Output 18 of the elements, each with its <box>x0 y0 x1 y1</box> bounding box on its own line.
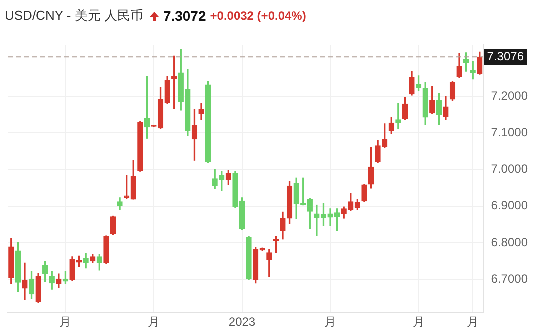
ref-line-label: 7.3076 <box>487 49 524 64</box>
candlestick <box>22 262 28 300</box>
x-tick-label: 月 <box>467 315 480 330</box>
y-tick-label: 7.2000 <box>491 88 528 103</box>
y-tick-label: 7.1000 <box>491 125 528 140</box>
text: +0.0032 (+0.04%) <box>210 9 306 23</box>
y-tick-label: 7.0000 <box>491 162 528 176</box>
y-tick-label: 6.8000 <box>491 235 528 250</box>
y-tick-label: 6.7000 <box>491 272 528 286</box>
chart-title: USD/CNY - 美元 人民币 <box>5 7 144 25</box>
y-tick-label: 6.9000 <box>491 198 528 213</box>
x-tick-label: 2023 <box>228 315 256 330</box>
chart-subtitle: 7.3072 <box>163 8 206 24</box>
x-tick-label: 月 <box>148 315 160 330</box>
x-tick-label: 月 <box>412 315 425 330</box>
candlestick <box>396 103 402 130</box>
x-tick-label: 月 <box>324 315 337 330</box>
x-tick-label: 月 <box>60 315 72 330</box>
